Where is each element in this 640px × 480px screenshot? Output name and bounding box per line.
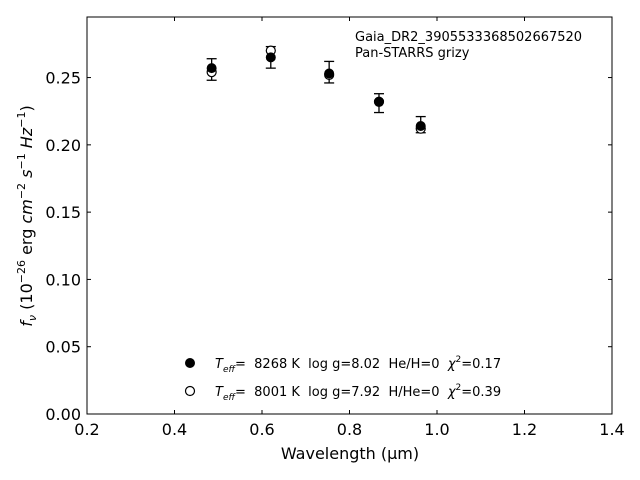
legend-entry-2: Teff= 8001 K log g=7.92 H/He=0 χ2=0.39 [215, 383, 501, 403]
y-tick-label: 0.05 [45, 338, 81, 357]
x-tick-label: 0.4 [162, 420, 187, 439]
legend-marker-filled [185, 358, 195, 368]
y-tick-label: 0.00 [45, 405, 81, 424]
y-tick-label: 0.10 [45, 270, 81, 289]
y-tick-label: 0.15 [45, 203, 81, 222]
x-tick-label: 0.8 [337, 420, 362, 439]
filled-circle-point [373, 96, 384, 107]
marker-group [206, 45, 426, 134]
x-tick-label: 0.6 [249, 420, 274, 439]
y-tick-label: 0.20 [45, 136, 81, 155]
y-axis: 0.00 0.05 0.10 0.15 0.20 0.25 [45, 69, 612, 424]
y-tick-label: 0.25 [45, 69, 81, 88]
filled-circle-point [206, 63, 217, 74]
filled-circle-point [324, 68, 335, 79]
filled-circle-point [415, 121, 426, 132]
x-tick-label: 0.2 [74, 420, 99, 439]
x-tick-label: 1.2 [512, 420, 537, 439]
x-tick-label: 1.4 [599, 420, 624, 439]
legend-entry-1: Teff= 8268 K log g=8.02 He/H=0 χ2=0.17 [215, 355, 501, 375]
x-tick-label: 1.0 [424, 420, 449, 439]
x-axis-label: Wavelength (μm) [281, 444, 419, 463]
y-axis-label: fν (10−26 erg cm−2 s−1 Hz−1) [15, 105, 39, 326]
plot-area [86, 16, 613, 415]
legend-marker-open [184, 385, 196, 397]
filled-circle-point [265, 52, 276, 63]
annotation-survey: Pan-STARRS grizy [355, 46, 470, 61]
annotation-star-id: Gaia_DR2_3905533368502667520 [355, 30, 582, 45]
legend: Teff= 8268 K log g=8.02 He/H=0 χ2=0.17 T… [184, 355, 501, 403]
x-axis: 0.2 0.4 0.6 0.8 1.0 1.2 1.4 [74, 17, 625, 439]
